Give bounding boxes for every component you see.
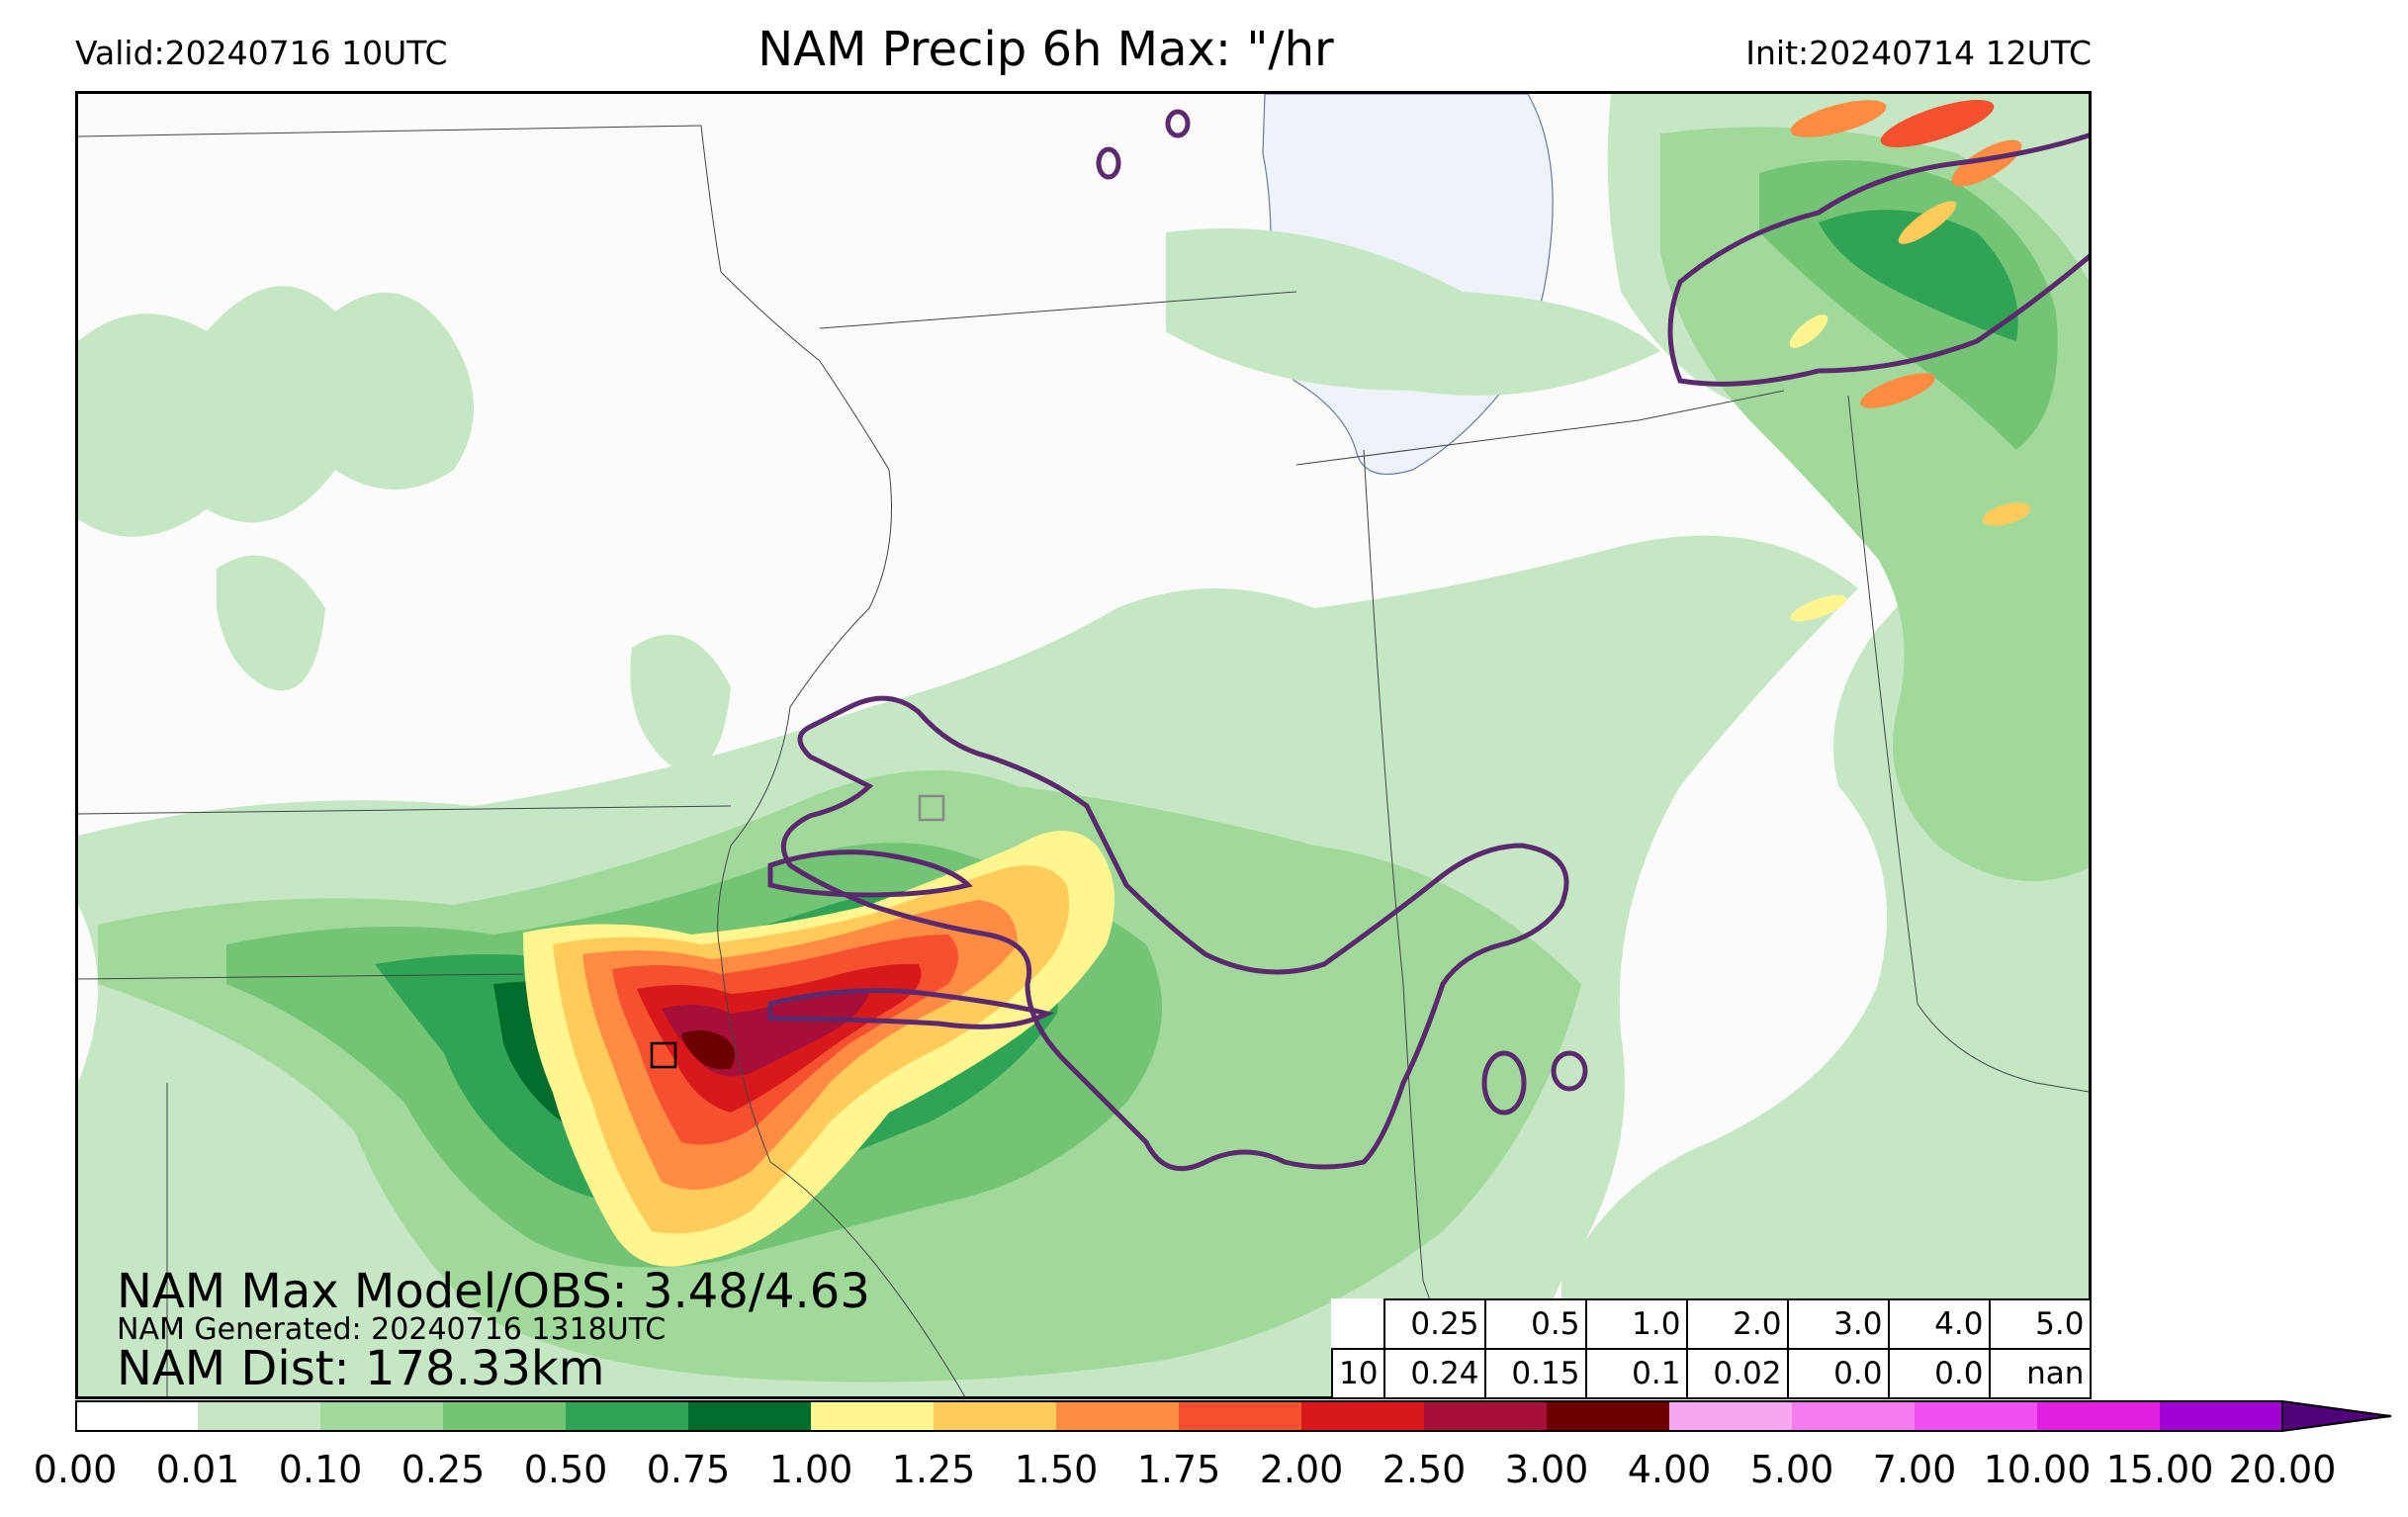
value-cell: 0.24 xyxy=(1383,1348,1487,1399)
colorbar-segment xyxy=(1547,1401,1669,1431)
colorbar-segment xyxy=(75,1401,198,1431)
colorbar-segment xyxy=(320,1401,443,1431)
threshold-table: 0.25 0.5 1.0 2.0 3.0 4.0 5.0 10 0.24 0.1… xyxy=(1330,1298,2093,1399)
max-model-obs-label: NAM Max Model/OBS: 3.48/4.63 xyxy=(117,1264,870,1319)
threshold-cell: 0.5 xyxy=(1484,1298,1588,1350)
colorbar-tick-label: 0.25 xyxy=(401,1448,486,1491)
colorbar-tick-label: 1.75 xyxy=(1136,1448,1221,1491)
colorbar-segment xyxy=(443,1401,566,1431)
valid-time-label: Valid:20240716 10UTC xyxy=(75,34,448,72)
threshold-cell: 5.0 xyxy=(1989,1298,2093,1350)
colorbar-tick-label: 5.00 xyxy=(1749,1448,1834,1491)
value-cell: 0.0 xyxy=(1787,1348,1891,1399)
table-corner xyxy=(1332,1299,1384,1349)
init-time-label: Init:20240714 12UTC xyxy=(1745,34,2092,72)
colorbar-segment xyxy=(566,1401,688,1431)
colorbar-tick-label: 20.00 xyxy=(2228,1448,2337,1491)
precip-map[interactable] xyxy=(75,91,2092,1399)
colorbar-segment xyxy=(1792,1401,1915,1431)
colorbar-segment xyxy=(934,1401,1056,1431)
threshold-cell: 3.0 xyxy=(1787,1298,1891,1350)
colorbar-segment xyxy=(1056,1401,1179,1431)
colorbar-tick-label: 3.00 xyxy=(1504,1448,1589,1491)
colorbar xyxy=(75,1399,2392,1433)
observed-contour xyxy=(767,109,2089,1172)
colorbar-tick-label: 1.50 xyxy=(1014,1448,1099,1491)
obs-max-marker xyxy=(650,1041,677,1069)
colorbar-segment xyxy=(2037,1401,2160,1431)
threshold-cell: 2.0 xyxy=(1686,1298,1790,1350)
colorbar-segment xyxy=(1669,1401,1792,1431)
colorbar-tick-label: 10.00 xyxy=(1983,1448,2092,1491)
colorbar-segment xyxy=(688,1401,811,1431)
colorbar-segment xyxy=(2160,1401,2282,1431)
colorbar-tick-label: 1.00 xyxy=(768,1448,853,1491)
model-max-marker xyxy=(918,794,945,822)
colorbar-segment xyxy=(198,1401,320,1431)
threshold-cell: 4.0 xyxy=(1888,1298,1992,1350)
colorbar-tick-label: 0.01 xyxy=(155,1448,240,1491)
value-cell: 0.0 xyxy=(1888,1348,1992,1399)
generated-time-label: NAM Generated: 20240716 1318UTC xyxy=(117,1312,667,1347)
colorbar-tick-label: 0.10 xyxy=(278,1448,363,1491)
chart-title: NAM Precip 6h Max: "/hr xyxy=(758,22,1334,77)
heavy-rain-streaks xyxy=(1789,100,2031,622)
threshold-cell: 1.0 xyxy=(1585,1298,1689,1350)
colorbar-extend-arrow xyxy=(2281,1399,2392,1433)
colorbar-segment xyxy=(1301,1401,1424,1431)
threshold-cell: 0.25 xyxy=(1383,1298,1487,1350)
value-row: 10 0.24 0.15 0.1 0.02 0.0 0.0 nan xyxy=(1330,1348,2093,1399)
map-canvas xyxy=(78,94,2089,1396)
colorbar-tick-label: 1.25 xyxy=(891,1448,976,1491)
colorbar-tick-label: 0.75 xyxy=(646,1448,731,1491)
colorbar-segment xyxy=(1424,1401,1547,1431)
threshold-row: 0.25 0.5 1.0 2.0 3.0 4.0 5.0 xyxy=(1332,1298,2093,1350)
colorbar-border xyxy=(75,1400,2283,1432)
heavy-rain-core xyxy=(523,831,1115,1267)
colorbar-tick-label: 7.00 xyxy=(1872,1448,1957,1491)
state-borders xyxy=(78,125,2089,1396)
value-cell: 0.15 xyxy=(1484,1348,1588,1399)
colorbar-segment xyxy=(1179,1401,1301,1431)
colorbar-segment xyxy=(811,1401,934,1431)
colorbar-tick-label: 0.50 xyxy=(523,1448,608,1491)
row-label-cell: 10 xyxy=(1330,1348,1386,1399)
colorbar-tick-label: 0.00 xyxy=(33,1448,118,1491)
colorbar-tick-label: 2.00 xyxy=(1259,1448,1344,1491)
value-cell: 0.1 xyxy=(1585,1348,1689,1399)
value-cell: 0.02 xyxy=(1686,1348,1790,1399)
colorbar-tick-label: 15.00 xyxy=(2105,1448,2214,1491)
distance-label: NAM Dist: 178.33km xyxy=(117,1341,605,1396)
colorbar-segment xyxy=(1915,1401,2037,1431)
colorbar-tick-label: 2.50 xyxy=(1382,1448,1467,1491)
value-cell: nan xyxy=(1989,1348,2093,1399)
colorbar-tick-label: 4.00 xyxy=(1627,1448,1712,1491)
